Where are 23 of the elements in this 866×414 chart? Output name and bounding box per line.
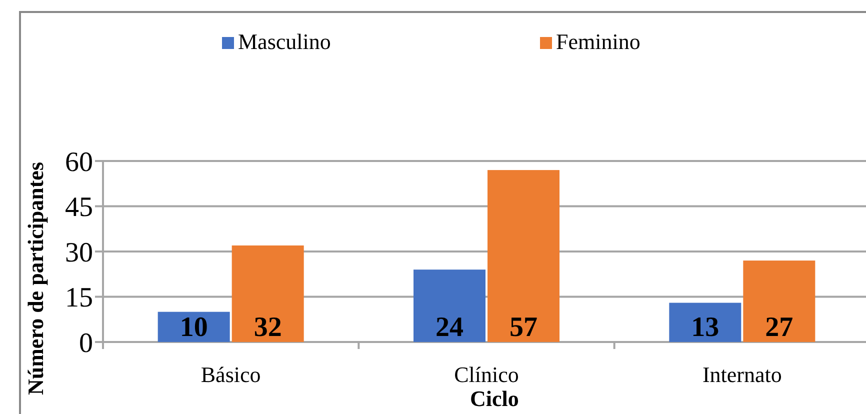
data-label: 13 xyxy=(691,312,720,343)
data-label: 57 xyxy=(510,312,538,343)
x-axis-title: Ciclo xyxy=(470,386,519,411)
x-tick-label: Básico xyxy=(200,362,261,387)
bar xyxy=(232,245,304,342)
legend-label: Feminino xyxy=(556,29,640,54)
y-tick-label: 0 xyxy=(79,328,93,359)
x-tick-label: Clínico xyxy=(454,362,519,387)
y-tick-label: 30 xyxy=(65,237,93,268)
y-tick-label: 45 xyxy=(65,192,93,224)
data-label: 32 xyxy=(254,312,282,343)
data-label: 10 xyxy=(180,312,208,343)
bar xyxy=(743,260,816,342)
data-label: 27 xyxy=(765,312,794,343)
bar xyxy=(669,302,742,342)
y-tick-label: 15 xyxy=(65,282,93,314)
x-tick-label: Internato xyxy=(702,362,782,387)
data-label: 24 xyxy=(436,312,464,343)
y-tick-label: 60 xyxy=(65,146,93,178)
bar xyxy=(488,170,560,342)
legend-label: Masculino xyxy=(238,29,331,54)
bar xyxy=(414,270,486,342)
y-axis-title: Número de participantes xyxy=(23,162,48,396)
